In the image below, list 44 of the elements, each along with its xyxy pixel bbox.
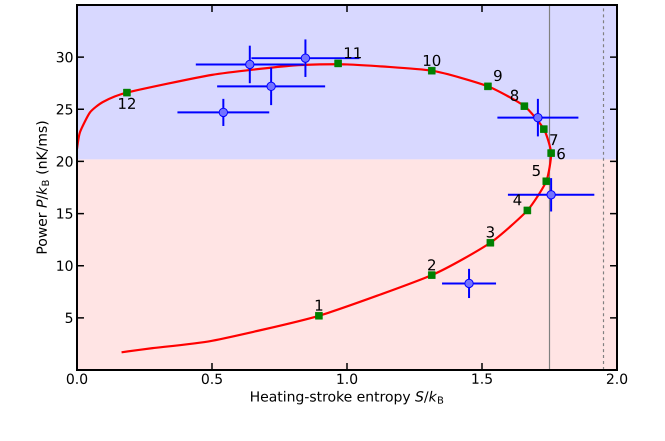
annotation: 12	[119, 98, 135, 109]
point	[428, 66, 436, 74]
point	[520, 102, 528, 110]
point	[524, 206, 532, 214]
point	[486, 238, 494, 247]
point	[300, 54, 310, 63]
annotation: 11	[344, 47, 361, 58]
annotation: 1	[316, 300, 322, 311]
x-tick-label: 0.5	[202, 374, 222, 384]
annotation: 5	[532, 164, 540, 176]
x-tick-label: 2.0	[606, 374, 628, 384]
point	[484, 82, 492, 90]
x-tick-label: 1.0	[337, 374, 358, 384]
y-tick-label: 15	[57, 208, 72, 219]
annotation: 6	[557, 148, 565, 160]
y-tick-label: 20	[56, 156, 73, 167]
x-tick-label: 1.5	[472, 374, 492, 384]
point	[533, 112, 543, 122]
point	[428, 271, 436, 279]
point	[218, 108, 228, 118]
point	[546, 190, 556, 200]
annotation: 4	[513, 194, 522, 206]
point	[464, 278, 474, 288]
annotation: 9	[494, 70, 502, 82]
x-axis-title: Heating-stroke entropy S/k$_{B}$	[251, 390, 444, 404]
point	[547, 149, 555, 157]
point	[245, 60, 254, 70]
point	[334, 60, 342, 68]
y-tick-label: 10	[57, 260, 73, 271]
annotation: 10	[424, 54, 440, 66]
y-tick-label: 25	[56, 104, 72, 115]
annotation: 3	[486, 226, 494, 238]
y-axis-title: Power P/k$_{B}$ (nK/ms)	[36, 122, 49, 254]
y-tick-label: 30	[56, 52, 73, 62]
point	[123, 88, 131, 96]
x-tick-label: 0.0	[66, 374, 88, 384]
point	[315, 312, 323, 320]
y-tick-label: 5	[66, 312, 72, 324]
annotation: 2	[428, 259, 436, 270]
annotation: 7	[550, 134, 558, 146]
annotation: 8	[510, 90, 518, 101]
point	[266, 82, 276, 92]
point	[540, 125, 548, 133]
point	[542, 177, 550, 186]
